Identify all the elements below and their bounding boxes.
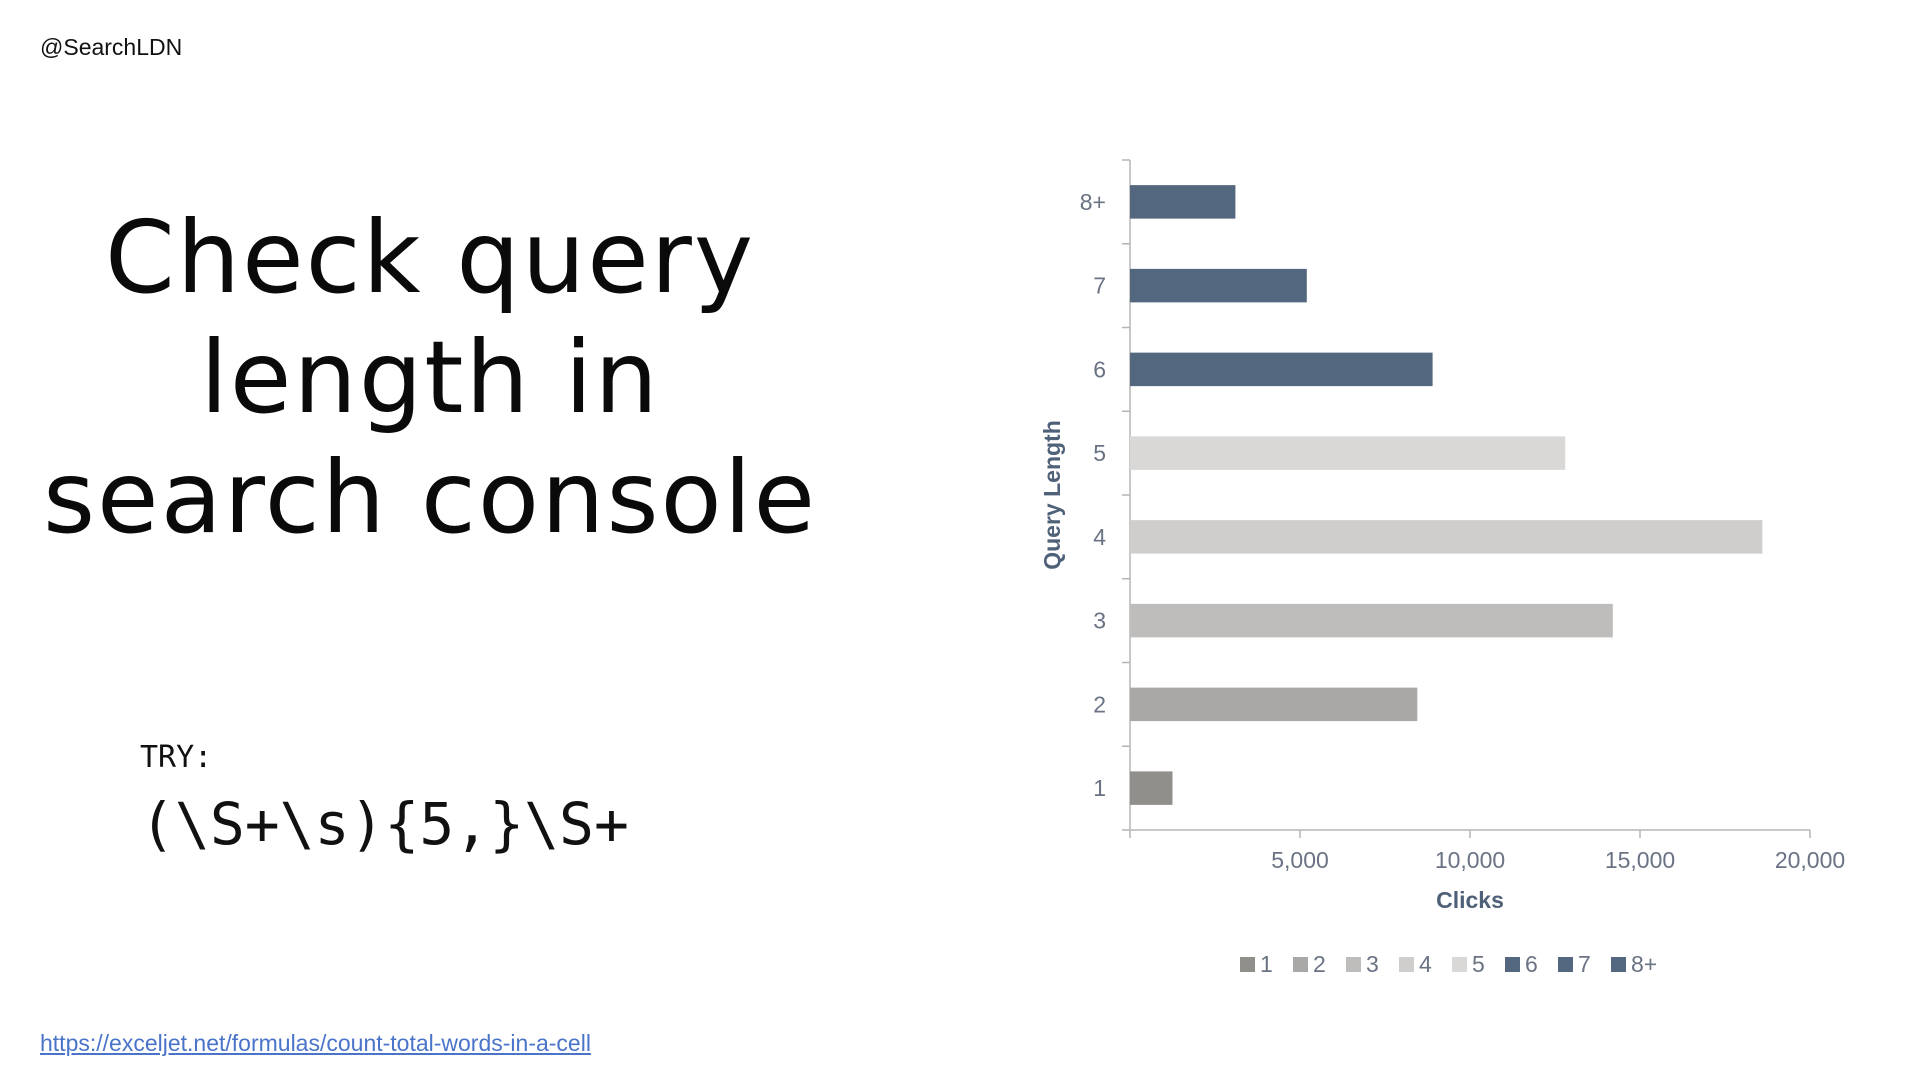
legend-swatch-4 xyxy=(1399,957,1414,972)
y-tick-label: 6 xyxy=(1093,356,1106,382)
bar-4 xyxy=(1130,520,1763,554)
legend-label-5: 5 xyxy=(1472,951,1485,977)
legend-label-6: 6 xyxy=(1525,951,1538,977)
y-tick-label: 5 xyxy=(1093,440,1106,466)
y-tick-label: 3 xyxy=(1093,608,1106,634)
bar-3 xyxy=(1130,603,1613,638)
bar-8+ xyxy=(1130,185,1236,219)
source-link[interactable]: https://exceljet.net/formulas/count-tota… xyxy=(40,1030,591,1056)
y-tick-label: 2 xyxy=(1093,691,1106,717)
slide-title: Check query length in search console xyxy=(42,199,818,556)
try-label: TRY: xyxy=(140,740,213,775)
x-axis-title: Clicks xyxy=(1436,887,1504,913)
chart-axes xyxy=(1129,160,1810,831)
legend-swatch-7 xyxy=(1558,957,1573,972)
legend-swatch-5 xyxy=(1452,957,1467,972)
legend-swatch-8+ xyxy=(1611,957,1626,972)
bar-7 xyxy=(1130,268,1307,303)
legend-label-7: 7 xyxy=(1578,951,1591,977)
y-tick-label: 1 xyxy=(1093,775,1106,801)
bar-2 xyxy=(1130,687,1418,722)
legend-label-1: 1 xyxy=(1260,951,1273,977)
y-tick-label: 8+ xyxy=(1080,189,1106,215)
legend-swatch-2 xyxy=(1293,957,1308,972)
regex-pattern: (\S+\s){5,}\S+ xyxy=(140,790,629,858)
y-axis-title: Query Length xyxy=(1039,420,1065,570)
y-tick-label: 7 xyxy=(1093,273,1106,299)
legend-label-4: 4 xyxy=(1419,951,1432,977)
bar-5 xyxy=(1130,436,1566,470)
legend-label-3: 3 xyxy=(1366,951,1379,977)
x-tick-label: 10,000 xyxy=(1435,847,1505,873)
legend-label-8+: 8+ xyxy=(1631,951,1657,977)
chart-bars xyxy=(1130,185,1763,805)
legend-swatch-6 xyxy=(1505,957,1520,972)
y-tick-label: 4 xyxy=(1093,524,1106,550)
bar-1 xyxy=(1130,771,1173,805)
twitter-handle: @SearchLDN xyxy=(40,34,183,60)
bar-6 xyxy=(1130,352,1433,387)
x-tick-label: 15,000 xyxy=(1605,847,1675,873)
chart-ticks: 5,000 10,000 15,000 20,000 1 2 3 4 5 6 7 8+ xyxy=(1080,159,1845,873)
legend-swatch-1 xyxy=(1240,957,1255,972)
chart-legend: 1 2 3 4 5 6 7 8+ xyxy=(1240,951,1657,977)
x-tick-label: 20,000 xyxy=(1775,847,1845,873)
legend-swatch-3 xyxy=(1346,957,1361,972)
legend-label-2: 2 xyxy=(1313,951,1326,977)
x-tick-label: 5,000 xyxy=(1271,847,1329,873)
